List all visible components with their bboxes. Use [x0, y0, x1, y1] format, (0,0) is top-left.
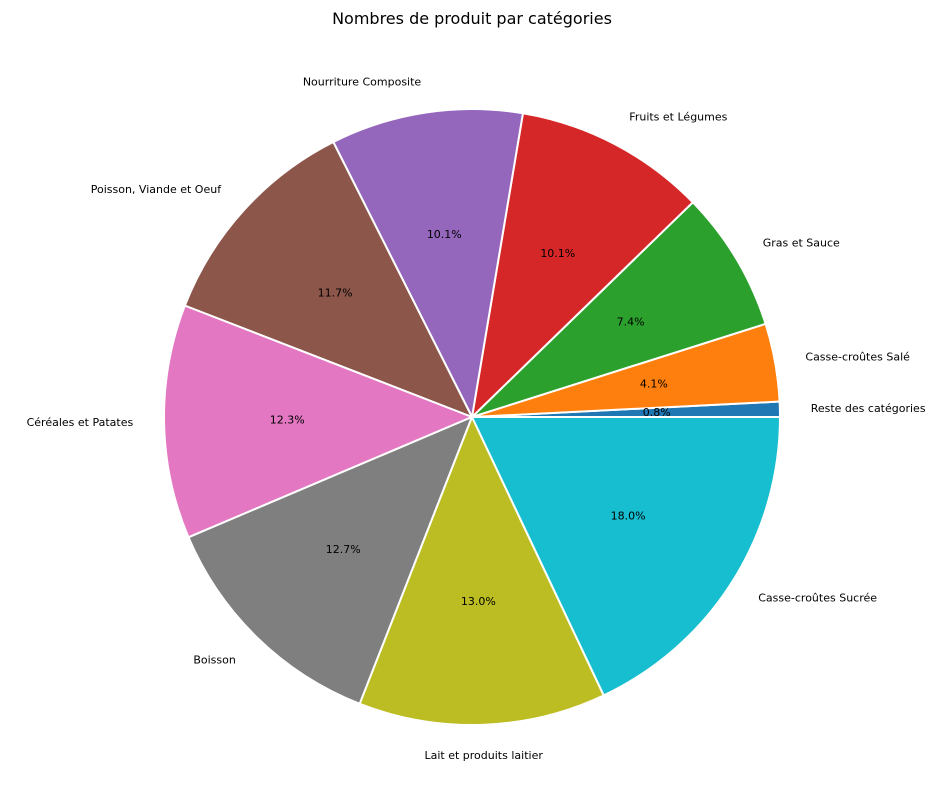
- pie-category-label-fruits-et-legumes: Fruits et Légumes: [629, 110, 727, 123]
- pie-pct-label-cereales-et-patates: 12.3%: [270, 413, 305, 426]
- pie-category-label-nourriture-composite: Nourriture Composite: [303, 76, 422, 89]
- pie-pct-label-poisson-viande-et-oeuf: 11.7%: [318, 286, 353, 299]
- pie-category-label-casse-croutes-sale: Casse-croûtes Salé: [805, 350, 910, 363]
- pie-category-label-poisson-viande-et-oeuf: Poisson, Viande et Oeuf: [91, 183, 222, 196]
- pie-category-label-casse-croutes-sucree: Casse-croûtes Sucrée: [758, 592, 877, 605]
- pie-pct-label-reste-des-categories: 0.8%: [643, 406, 671, 419]
- pie-category-label-lait-et-produits-laitier: Lait et produits laitier: [424, 749, 543, 762]
- pie-slice-fruits-et-legumes: [471, 112, 694, 418]
- pie-labels: 0.8% Reste des catégories 4.1% Casse-croûte…: [27, 76, 926, 763]
- pie-pct-label-gras-et-sauce: 7.4%: [617, 316, 645, 329]
- pie-pct-label-nourriture-composite: 10.1%: [427, 228, 462, 241]
- pie-slice-lait-et-produits-laitier: [358, 416, 605, 726]
- pie-category-label-boisson: Boisson: [193, 653, 236, 666]
- pie-slice-cereales-et-patates: [163, 304, 473, 539]
- pie-slices: [163, 108, 781, 726]
- pie-pct-label-casse-croutes-sucree: 18.0%: [611, 509, 646, 522]
- pie-pct-label-boisson: 12.7%: [326, 543, 361, 556]
- pie-pct-label-casse-croutes-sale: 4.1%: [640, 378, 668, 391]
- chart-title: Nombres de produit par catégories: [332, 9, 612, 28]
- pie-pct-label-fruits-et-legumes: 10.1%: [540, 247, 575, 260]
- pie-slice-boisson: [187, 416, 473, 705]
- pie-category-label-gras-et-sauce: Gras et Sauce: [763, 237, 840, 250]
- pie-category-label-reste-des-categories: Reste des catégories: [811, 402, 926, 415]
- pie-slice-poisson-viande-et-oeuf: [183, 141, 473, 418]
- pie-slice-gras-et-sauce: [471, 201, 767, 418]
- pie-slice-nourriture-composite: [332, 108, 524, 418]
- pie-slice-casse-croutes-sucree: [471, 416, 781, 697]
- pie-pct-label-lait-et-produits-laitier: 13.0%: [461, 595, 496, 608]
- pie-category-label-cereales-et-patates: Céréales et Patates: [27, 416, 134, 429]
